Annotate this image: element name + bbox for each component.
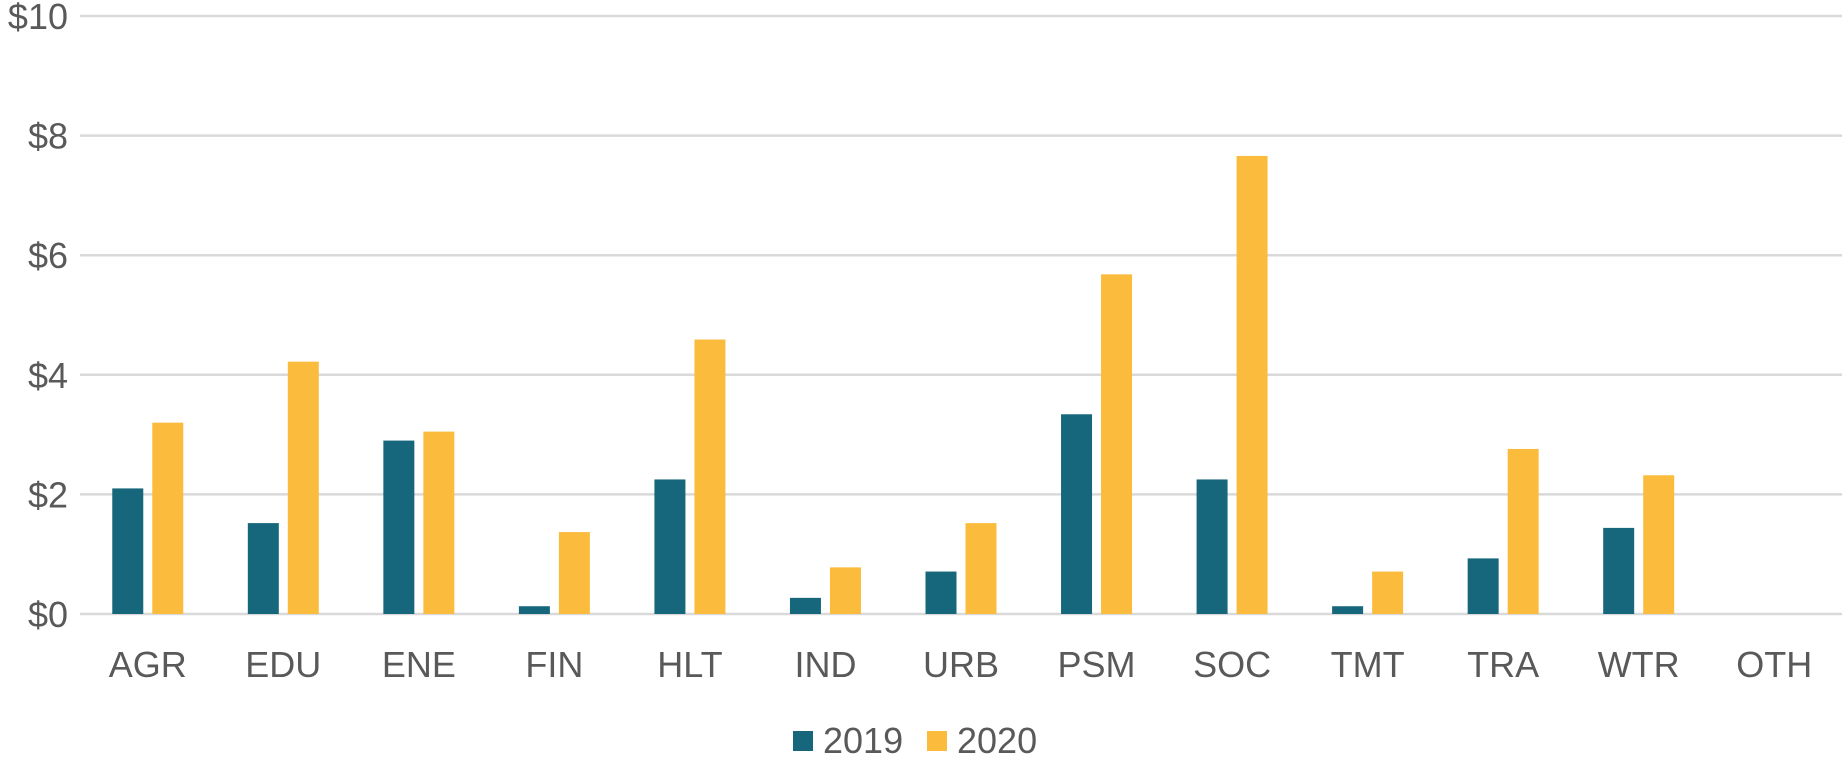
x-tick-label-tra: TRA (1467, 644, 1539, 685)
bar-2020-ene (423, 431, 455, 614)
bar-2020-hlt (694, 339, 726, 614)
bar-2019-soc (1196, 479, 1228, 614)
legend-label-2020: 2020 (957, 720, 1037, 761)
bar-2020-ind (829, 567, 861, 614)
y-tick-label: $0 (28, 594, 68, 635)
bar-2020-tmt (1372, 571, 1404, 614)
bar-2020-psm (1101, 274, 1133, 614)
x-tick-label-tmt: TMT (1331, 644, 1405, 685)
x-tick-label-ene: ENE (382, 644, 456, 685)
bar-2019-ind (789, 597, 821, 614)
y-tick-label: $4 (28, 355, 68, 396)
x-axis: AGR EDU ENE FIN HLT IND URB PSM SOC TMT TRA WTR OTH (109, 644, 1812, 685)
gridlines (80, 14, 1842, 616)
bar-2020-wtr (1643, 475, 1675, 614)
bar-2020-fin (558, 532, 590, 614)
y-tick-label: $2 (28, 474, 68, 515)
bar-2020-soc (1236, 155, 1268, 614)
bar-2020-edu (287, 361, 319, 614)
legend: 2019 2020 (793, 720, 1037, 761)
bar-2020-urb (965, 523, 997, 614)
bar-2020-tra (1507, 448, 1539, 614)
x-tick-label-soc: SOC (1193, 644, 1271, 685)
x-tick-label-edu: EDU (245, 644, 321, 685)
bars (112, 155, 1675, 614)
x-tick-label-fin: FIN (525, 644, 583, 685)
legend-label-2019: 2019 (823, 720, 903, 761)
y-tick-label: $6 (28, 235, 68, 276)
x-tick-label-psm: PSM (1058, 644, 1136, 685)
bar-2019-tra (1467, 558, 1499, 614)
y-tick-label: $10 (8, 0, 68, 37)
legend-swatch-2019 (793, 731, 813, 751)
bar-2019-wtr (1603, 527, 1635, 614)
x-tick-label-oth: OTH (1736, 644, 1812, 685)
bar-2019-psm (1061, 414, 1093, 614)
x-tick-label-urb: URB (923, 644, 999, 685)
x-tick-label-wtr: WTR (1598, 644, 1680, 685)
bar-2019-urb (925, 571, 957, 614)
bar-2020-agr (152, 422, 184, 614)
bar-2019-ene (383, 440, 415, 614)
x-tick-label-ind: IND (794, 644, 856, 685)
x-tick-label-hlt: HLT (657, 644, 722, 685)
y-axis: $0 $2 $4 $6 $8 $10 (8, 0, 68, 635)
bar-2019-fin (518, 606, 550, 614)
bar-2019-hlt (654, 479, 686, 614)
x-tick-label-agr: AGR (109, 644, 187, 685)
y-tick-label: $8 (28, 116, 68, 157)
bar-2019-tmt (1332, 606, 1364, 614)
legend-swatch-2020 (927, 731, 947, 751)
bar-2019-edu (247, 523, 279, 614)
bar-2019-agr (112, 488, 144, 614)
